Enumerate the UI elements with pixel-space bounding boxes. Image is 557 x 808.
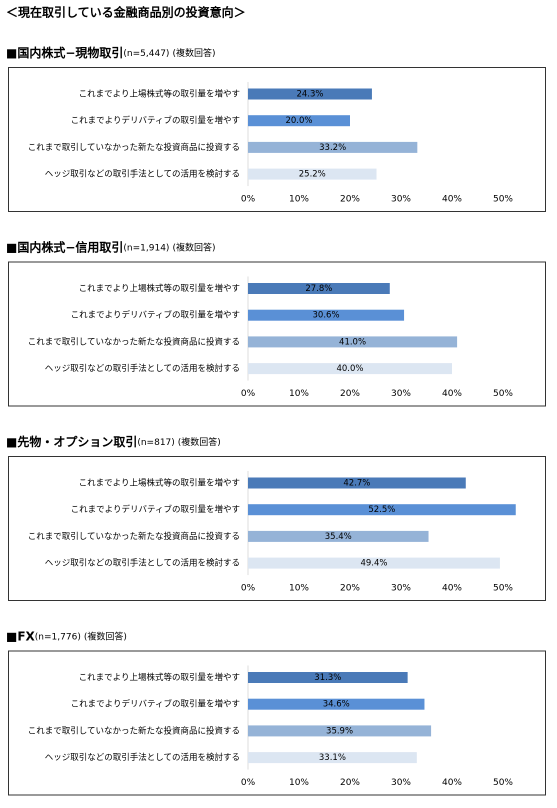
section-title: ■国内株式−信用取引(n=1,914) (複数回答): [6, 239, 215, 254]
category-label: これまで取引していなかった新たな投資商品に投資する: [28, 142, 240, 153]
category-label: ヘッジ取引などの取引手法としての活用を検討する: [45, 169, 240, 180]
x-tick-label: 0%: [241, 389, 256, 399]
category-label: これまでより上場株式等の取引量を増やす: [79, 89, 240, 100]
value-label: 31.3%: [314, 673, 341, 683]
category-label: ヘッジ取引などの取引手法としての活用を検討する: [45, 558, 240, 569]
x-tick-label: 40%: [442, 584, 462, 594]
bar: [248, 88, 372, 100]
value-label: 35.4%: [325, 532, 352, 542]
x-tick-label: 30%: [391, 195, 411, 205]
sample-size: (n=5,447): [123, 49, 169, 59]
value-label: 41.0%: [339, 337, 366, 347]
bar: [248, 672, 408, 683]
x-tick-label: 20%: [340, 389, 360, 399]
bar: [248, 752, 417, 764]
bar: [248, 115, 350, 127]
category-label: これまでよりデリバティブの取引量を増やす: [71, 504, 240, 515]
x-tick-label: 50%: [493, 584, 513, 594]
category-label: これまでよりデリバティブの取引量を増やす: [71, 115, 240, 126]
answer-note: (複数回答): [178, 436, 221, 448]
category-label: ヘッジ取引などの取引手法としての活用を検討する: [45, 752, 240, 763]
x-tick-label: 50%: [493, 778, 513, 788]
x-tick-label: 10%: [289, 389, 309, 399]
bar: [248, 557, 500, 569]
x-tick-label: 0%: [241, 195, 256, 205]
value-label: 42.7%: [343, 479, 370, 489]
answer-note: (複数回答): [172, 241, 215, 253]
bar: [248, 530, 429, 542]
value-label: 33.2%: [319, 143, 346, 153]
value-label: 34.6%: [323, 700, 350, 710]
category-label: これまで取引していなかった新たな投資商品に投資する: [28, 336, 240, 347]
x-tick-label: 0%: [241, 584, 256, 594]
category-label: ヘッジ取引などの取引手法としての活用を検討する: [45, 363, 240, 374]
bar: [248, 168, 377, 180]
x-tick-label: 0%: [241, 778, 256, 788]
section-name: ■国内株式−現物取引: [6, 45, 123, 60]
bar: [248, 336, 458, 348]
sample-size: (n=1,776): [35, 632, 81, 642]
value-label: 40.0%: [336, 364, 363, 374]
chart-frame: [8, 650, 546, 796]
value-label: 49.4%: [360, 559, 387, 569]
x-tick-label: 40%: [442, 195, 462, 205]
x-tick-label: 40%: [442, 389, 462, 399]
x-tick-label: 20%: [340, 584, 360, 594]
x-tick-label: 20%: [340, 195, 360, 205]
value-label: 33.1%: [319, 753, 346, 763]
section-name: ■先物・オプション取引: [6, 434, 137, 449]
bar: [248, 504, 516, 516]
x-tick-label: 30%: [391, 584, 411, 594]
value-label: 27.8%: [305, 284, 332, 294]
x-tick-label: 40%: [442, 778, 462, 788]
section-title: ■FX(n=1,776) (複数回答): [6, 629, 127, 643]
category-label: これまで取引していなかった新たな投資商品に投資する: [28, 531, 240, 542]
value-label: 35.9%: [326, 726, 353, 736]
section-name: ■FX: [6, 629, 36, 643]
answer-note: (複数回答): [84, 630, 127, 642]
chart-frame: [8, 67, 546, 212]
answer-note: (複数回答): [172, 47, 215, 59]
bar: [248, 141, 418, 153]
bar: [248, 283, 390, 294]
page-title: ＜現在取引している金融商品別の投資意向＞: [6, 5, 246, 20]
category-label: これまでよりデリバティブの取引量を増やす: [71, 699, 240, 710]
bar: [248, 725, 432, 737]
section-name: ■国内株式−信用取引: [6, 239, 123, 254]
value-label: 52.5%: [368, 505, 395, 515]
x-tick-label: 10%: [289, 195, 309, 205]
value-label: 25.2%: [299, 170, 326, 180]
value-label: 20.0%: [285, 116, 312, 126]
x-tick-label: 50%: [493, 195, 513, 205]
chart-frame: [8, 456, 546, 601]
bar: [248, 477, 466, 489]
section-title: ■国内株式−現物取引(n=5,447) (複数回答): [6, 45, 215, 60]
value-label: 24.3%: [296, 90, 323, 100]
category-label: これまでよりデリバティブの取引量を増やす: [71, 310, 240, 321]
x-tick-label: 20%: [340, 778, 360, 788]
x-tick-label: 30%: [391, 778, 411, 788]
sample-size: (n=817): [137, 438, 174, 448]
category-label: これまでより上場株式等の取引量を増やす: [79, 672, 240, 683]
section-title: ■先物・オプション取引(n=817) (複数回答): [6, 434, 221, 449]
x-tick-label: 30%: [391, 389, 411, 399]
sample-size: (n=1,914): [123, 243, 169, 253]
category-label: これまでより上場株式等の取引量を増やす: [79, 283, 240, 294]
chart-frame: [8, 261, 546, 407]
value-label: 30.6%: [313, 311, 340, 321]
x-tick-label: 50%: [493, 389, 513, 399]
bar: [248, 363, 452, 375]
x-tick-label: 10%: [289, 584, 309, 594]
bar: [248, 698, 425, 710]
x-tick-label: 10%: [289, 778, 309, 788]
category-label: これまで取引していなかった新たな投資商品に投資する: [28, 725, 240, 736]
category-label: これまでより上場株式等の取引量を増やす: [79, 478, 240, 489]
bar: [248, 309, 405, 321]
